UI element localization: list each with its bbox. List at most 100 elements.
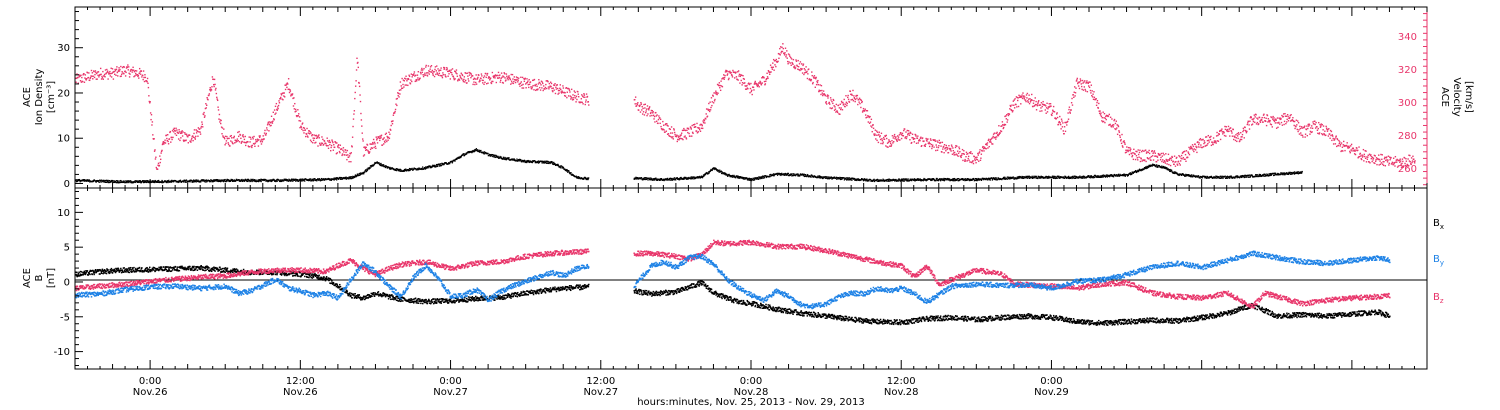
velocity-point — [685, 137, 687, 139]
velocity-point — [708, 102, 710, 105]
density-point — [543, 162, 545, 164]
density-point — [246, 180, 248, 183]
velocity-point — [87, 76, 90, 79]
density-point — [269, 180, 272, 182]
velocity-point — [924, 145, 926, 147]
velocity-point — [1262, 114, 1265, 116]
velocity-point — [303, 132, 305, 134]
density-point — [92, 180, 94, 183]
velocity-point — [1283, 123, 1285, 126]
density-point — [136, 181, 139, 183]
velocity-point — [1003, 124, 1005, 127]
density-point — [644, 177, 647, 179]
velocity-point — [451, 68, 454, 70]
velocity-point — [173, 127, 175, 130]
velocity-point — [454, 78, 456, 80]
velocity-point — [547, 86, 550, 88]
density-point — [639, 177, 641, 179]
velocity-point — [850, 93, 853, 95]
velocity-point — [743, 82, 745, 85]
density-point — [144, 181, 146, 183]
velocity-point — [1226, 130, 1228, 132]
velocity-point — [864, 109, 866, 112]
velocity-point — [1254, 121, 1256, 124]
velocity-point — [231, 141, 233, 143]
density-point — [405, 168, 407, 170]
density-point — [687, 177, 690, 180]
velocity-point — [191, 137, 193, 140]
velocity-point — [539, 82, 541, 84]
velocity-point — [1255, 123, 1258, 125]
density-point — [135, 181, 137, 184]
density-point — [696, 176, 698, 179]
density-point — [119, 181, 121, 184]
density-point — [699, 175, 701, 178]
velocity-point — [423, 74, 426, 76]
velocity-point — [1023, 98, 1025, 100]
velocity-point — [1253, 117, 1255, 120]
velocity-point — [1164, 160, 1166, 163]
velocity-point — [1153, 151, 1155, 153]
density-point — [729, 176, 731, 178]
density-point — [306, 178, 308, 181]
velocity-point — [766, 72, 768, 74]
density-point — [841, 177, 843, 180]
velocity-point — [826, 94, 829, 96]
density-point — [473, 149, 476, 151]
velocity-point — [989, 139, 992, 141]
velocity-point — [485, 83, 488, 85]
velocity-point — [1231, 132, 1233, 134]
velocity-point — [503, 73, 506, 75]
velocity-point — [286, 86, 288, 89]
velocity-point — [1365, 161, 1368, 163]
velocity-point — [90, 69, 93, 72]
velocity-point — [941, 151, 943, 153]
density-point — [830, 176, 833, 179]
velocity-point — [865, 109, 868, 112]
velocity-point — [1349, 150, 1351, 153]
velocity-point — [239, 134, 242, 136]
velocity-point — [167, 134, 169, 136]
velocity-point — [425, 64, 427, 67]
velocity-point — [396, 104, 398, 107]
density-point — [454, 160, 456, 162]
density-point — [482, 152, 485, 154]
velocity-point — [1365, 150, 1367, 152]
velocity-point — [647, 108, 650, 110]
velocity-point — [1317, 132, 1319, 135]
velocity-point — [1098, 102, 1100, 105]
velocity-point — [500, 72, 503, 74]
velocity-point — [725, 70, 728, 73]
density-point — [855, 178, 857, 180]
velocity-point — [450, 72, 453, 74]
velocity-point — [1268, 121, 1271, 123]
velocity-point — [270, 115, 273, 117]
velocity-point — [740, 79, 742, 82]
velocity-point — [1311, 131, 1313, 133]
velocity-point — [118, 70, 121, 72]
velocity-point — [746, 84, 748, 87]
velocity-point — [930, 143, 933, 146]
velocity-point — [1020, 103, 1022, 105]
velocity-point — [1276, 117, 1279, 119]
density-point — [258, 180, 260, 182]
velocity-point — [969, 161, 971, 163]
velocity-point — [541, 87, 543, 89]
density-point — [219, 179, 221, 181]
velocity-point — [222, 135, 224, 137]
velocity-point — [1270, 116, 1272, 118]
velocity-point — [171, 138, 173, 141]
velocity-point — [851, 98, 854, 101]
velocity-point — [126, 66, 129, 68]
density-point — [785, 174, 787, 176]
density-point — [179, 179, 182, 181]
velocity-point — [549, 81, 552, 83]
velocity-point — [1204, 145, 1206, 147]
velocity-point — [946, 147, 949, 149]
velocity-point — [110, 67, 112, 69]
velocity-point — [1175, 160, 1177, 163]
velocity-point — [804, 71, 807, 74]
density-point — [646, 177, 649, 180]
velocity-point — [992, 133, 995, 135]
density-point — [772, 174, 774, 176]
